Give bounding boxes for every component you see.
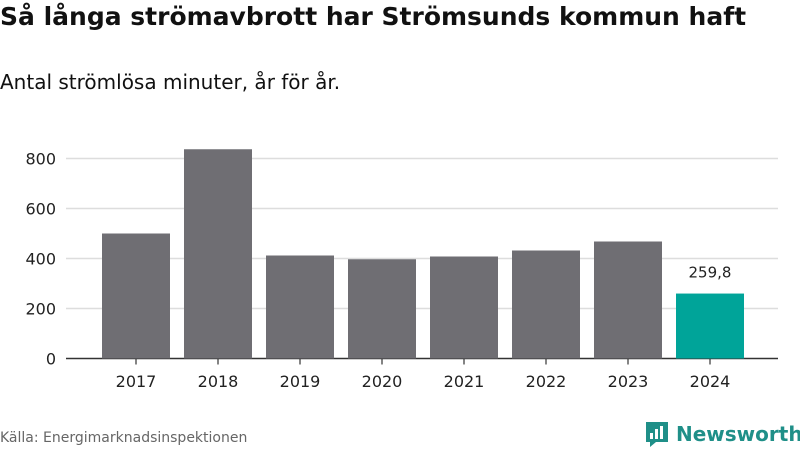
bar-2019 xyxy=(266,255,334,359)
x-tick-label: 2022 xyxy=(526,372,567,391)
bar-2021 xyxy=(430,256,498,359)
x-tick-label: 2017 xyxy=(116,372,157,391)
bar-2024 xyxy=(676,293,744,359)
gridlines xyxy=(66,157,778,365)
bar-2020 xyxy=(348,259,416,359)
x-tick-label: 2020 xyxy=(362,372,403,391)
source-note: Källa: Energimarknadsinspektionen xyxy=(0,430,248,446)
data-label: 259,8 xyxy=(689,264,732,282)
bar-chart: 0 200 400 600 800 2017 2018 2019 2020 2021 2022 202… xyxy=(25,149,778,392)
x-tick-label: 2018 xyxy=(198,372,239,391)
x-tick-label: 2021 xyxy=(444,372,485,391)
labels: 0 200 400 600 800 2017 2018 2019 2020 2021 2022 202… xyxy=(25,150,731,392)
y-tick-label: 600 xyxy=(25,200,56,219)
newsworthy-logo-icon xyxy=(646,422,668,447)
bar-2023 xyxy=(594,241,662,359)
brand-name: Newsworthy xyxy=(676,422,800,446)
chart-subtitle: Antal strömlösa minuter, år för år. xyxy=(0,70,341,94)
x-tick-label: 2024 xyxy=(690,372,731,391)
x-tick-label: 2019 xyxy=(280,372,321,391)
bars xyxy=(102,149,744,359)
x-tick-label: 2023 xyxy=(608,372,649,391)
y-tick-label: 800 xyxy=(25,150,56,169)
bar-2017 xyxy=(102,233,170,359)
y-tick-label: 400 xyxy=(25,250,56,269)
brand-logo: Newsworthy xyxy=(644,420,800,448)
y-tick-label: 0 xyxy=(46,350,56,369)
chart-title: Så långa strömavbrott har Strömsunds kom… xyxy=(0,2,747,31)
bar-2018 xyxy=(184,149,252,359)
bar-2022 xyxy=(512,250,580,359)
y-tick-label: 200 xyxy=(25,300,56,319)
